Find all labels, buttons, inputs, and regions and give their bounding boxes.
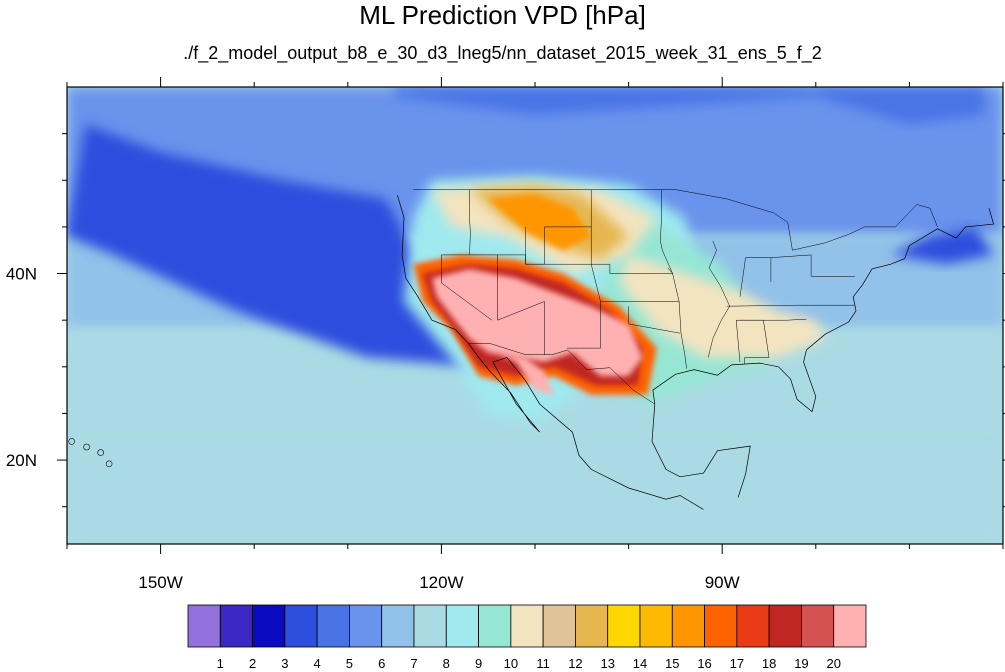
- colorbar-label: 12: [568, 656, 582, 671]
- coastline: [651, 404, 751, 498]
- colorbar-swatch: [833, 604, 867, 648]
- contour-region: [67, 124, 479, 367]
- colorbar-label: 14: [633, 656, 647, 671]
- colorbar-label: 3: [281, 656, 288, 671]
- colorbar-label: 7: [410, 656, 417, 671]
- state-border: [468, 343, 655, 405]
- colorbar-swatch: [575, 604, 609, 648]
- colorbar-label: 18: [762, 656, 776, 671]
- x-tick-label: 150W: [138, 573, 182, 592]
- colorbar-label: 1: [217, 656, 224, 671]
- contour-region: [619, 254, 826, 358]
- state-border: [628, 306, 681, 334]
- colorbar-label: 9: [475, 656, 482, 671]
- state-border: [707, 240, 730, 358]
- colorbar-label: 17: [730, 656, 744, 671]
- colorbar-swatch: [801, 604, 835, 648]
- axis-ticks: 150W 120W 90W 40N 20N: [6, 77, 1005, 592]
- hawaii-island: [97, 449, 104, 456]
- colorbar-label: 16: [697, 656, 711, 671]
- colorbar-swatch: [671, 604, 705, 648]
- x-tick-label: 90W: [705, 573, 740, 592]
- coastline: [652, 208, 995, 413]
- y-tick-label: 20N: [6, 451, 37, 470]
- colorbar-swatch: [542, 604, 576, 648]
- colorbar-swatch: [284, 604, 318, 648]
- colorbar-swatch: [219, 604, 253, 648]
- colorbar-label: 2: [249, 656, 256, 671]
- chart-title: ML Prediction VPD [hPa]: [359, 0, 646, 30]
- y-tick-label: 40N: [6, 265, 37, 284]
- state-border: [525, 226, 592, 265]
- contour-region: [432, 268, 643, 377]
- colorbar-swatch: [704, 604, 738, 648]
- colorbar-label: 4: [314, 656, 321, 671]
- colorbar-swatch: [607, 604, 641, 648]
- state-border: [413, 189, 938, 251]
- contour-region: [497, 352, 554, 395]
- hawaii-island: [68, 438, 75, 445]
- plot-area: [67, 87, 1003, 544]
- colorbar-label: 13: [600, 656, 614, 671]
- vpd-fields: [67, 87, 1003, 544]
- colorbar-label: 10: [504, 656, 518, 671]
- contour-region: [394, 87, 985, 125]
- colorbar-swatch: [252, 604, 286, 648]
- colorbar-swatch: [445, 604, 479, 648]
- coastline: [397, 195, 704, 510]
- colorbar-swatch: [768, 604, 802, 648]
- colorbar-label: 5: [346, 656, 353, 671]
- state-border: [441, 254, 493, 321]
- contour-region: [488, 194, 592, 251]
- state-border: [726, 304, 855, 307]
- colorbar-swatch: [381, 604, 415, 648]
- colorbar-label: 6: [378, 656, 385, 671]
- colorbar-label: 15: [665, 656, 679, 671]
- colorbar-swatch: [349, 604, 383, 648]
- colorbar-label: 8: [443, 656, 450, 671]
- state-border: [497, 254, 545, 355]
- colorbar-label: 11: [536, 656, 550, 671]
- state-border: [469, 189, 471, 255]
- colorbar-swatch: [639, 604, 673, 648]
- colorbar: 1 2 3 4 5 6 7 8 9 10 11 12 13 14 15 16 17 18 19 20: [187, 604, 867, 671]
- colorbar-swatch: [736, 604, 770, 648]
- hawaii-island: [105, 460, 113, 468]
- contour-region: [890, 226, 994, 265]
- colorbar-label: 20: [826, 656, 840, 671]
- colorbar-swatch: [510, 604, 544, 648]
- colorbar-swatch: [413, 604, 447, 648]
- field-regions: [67, 87, 994, 423]
- state-border: [735, 319, 770, 364]
- colorbar-label: 19: [794, 656, 808, 671]
- hawaii-island: [83, 443, 90, 451]
- state-border: [745, 254, 856, 277]
- coastlines-and-borders: [68, 189, 995, 510]
- state-border: [739, 257, 746, 297]
- colorbar-swatch: [187, 604, 221, 648]
- colorbar-swatch: [478, 604, 512, 648]
- state-border: [660, 189, 687, 369]
- field-band: [67, 441, 1003, 544]
- colorbar-swatch: [316, 604, 350, 648]
- x-tick-label: 120W: [419, 573, 463, 592]
- chart-subtitle: ./f_2_model_output_b8_e_30_d3_lneg5/nn_d…: [183, 43, 822, 63]
